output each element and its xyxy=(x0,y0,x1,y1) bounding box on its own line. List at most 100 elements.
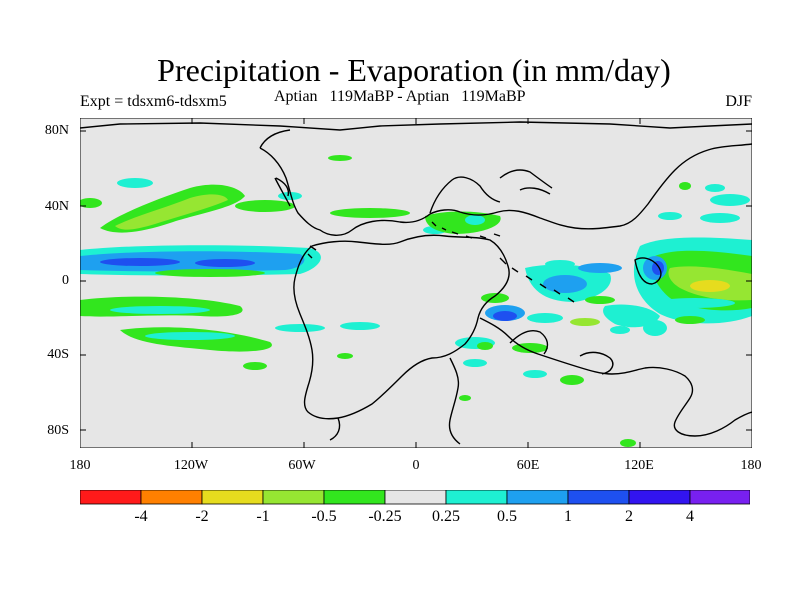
colorbar-label-6: 0.25 xyxy=(432,508,460,525)
colorbar-label-5: -0.25 xyxy=(368,508,402,525)
fill-indian-cyan-2 xyxy=(545,260,575,268)
colorbar-label-4: -0.5 xyxy=(311,508,337,525)
fill-npac-lightgreen xyxy=(115,194,228,230)
fill-sindian-green-3 xyxy=(560,375,584,385)
chart-title: Precipitation - Evaporation (in mm/day) xyxy=(157,52,671,88)
coast-tethys-islands xyxy=(431,221,501,239)
coast-island-east xyxy=(634,257,662,285)
fill-itcz-blue xyxy=(80,251,305,272)
fill-indian-green-1 xyxy=(481,293,509,303)
fill-natl-green xyxy=(330,208,410,218)
fill-npac-cyan-1 xyxy=(117,178,153,188)
fill-ne-green xyxy=(679,182,691,190)
coast-sa-tip xyxy=(329,417,341,441)
fill-indian-blue xyxy=(543,275,587,293)
lon-label-180e: 180 xyxy=(740,458,762,473)
coastlines xyxy=(80,121,752,445)
fill-indian-cyan-7 xyxy=(610,326,630,334)
fill-spac-cyan-3 xyxy=(275,324,325,332)
fill-ne-cyan-4 xyxy=(658,212,682,220)
fill-indian-cyan-5 xyxy=(655,298,735,308)
colorbar-swatch-5 xyxy=(323,490,386,505)
colorbar-swatch-10 xyxy=(628,490,691,505)
colorbar-label-3: -1 xyxy=(256,508,270,525)
fill-sindian-green-1 xyxy=(477,342,493,350)
lat-label-80n: 80N xyxy=(44,123,69,138)
coast-arctic xyxy=(80,121,752,131)
fill-arctic-green xyxy=(328,155,352,161)
lon-label-0: 0 xyxy=(412,458,420,473)
coast-island-arc-1 xyxy=(499,257,575,303)
lon-label-120w: 120W xyxy=(173,458,209,473)
lat-label-80s: 80S xyxy=(47,423,69,438)
colorbar-swatch-4 xyxy=(262,490,325,505)
colorbar-label-9: 2 xyxy=(625,508,633,525)
lat-label-0: 0 xyxy=(62,273,69,288)
coast-laurasia-south xyxy=(259,143,752,236)
fill-indian-blue-2 xyxy=(578,263,622,273)
fill-indian-darkblue xyxy=(493,311,517,321)
colorbar-swatch-3 xyxy=(201,490,264,505)
coast-antarctica-west xyxy=(448,357,461,445)
coast-india xyxy=(579,351,614,375)
fill-eastpac-yellow xyxy=(690,280,730,292)
coast-na-west xyxy=(274,177,291,207)
fill-indian-lightgreen xyxy=(570,318,600,326)
lat-label-40n: 40N xyxy=(44,199,69,214)
fill-indian-cyan-3 xyxy=(527,313,563,323)
fill-indian-green-3 xyxy=(675,316,705,324)
colorbar-swatch-2 xyxy=(140,490,203,505)
colorbar xyxy=(80,490,750,505)
coast-madagascar xyxy=(509,329,549,355)
fill-ne-cyan-1 xyxy=(705,184,725,192)
fill-itcz-darkblue-1 xyxy=(100,258,180,266)
colorbar-swatch-9 xyxy=(567,490,630,505)
fill-itcz-green xyxy=(155,269,265,277)
experiment-label: Expt = tdsxm6-tdsxm5 xyxy=(80,93,227,110)
fill-npac-green-3 xyxy=(235,200,295,212)
colorbar-label-1: -4 xyxy=(134,508,148,525)
coast-asia-1 xyxy=(499,169,553,189)
fill-southern-green xyxy=(459,395,471,401)
colorbar-label-7: 0.5 xyxy=(497,508,517,525)
fill-ne-cyan-3 xyxy=(700,213,740,223)
fill-itcz-darkblue-2 xyxy=(195,259,255,267)
fill-sindian-cyan-3 xyxy=(463,359,487,367)
fill-spac-cyan-1 xyxy=(110,306,210,314)
coast-small-islands xyxy=(307,245,317,259)
fill-indian-cyan-4 xyxy=(603,304,660,328)
subtitle-label: Aptian 119MaBP - Aptian 119MaBP xyxy=(274,88,526,105)
coast-nw xyxy=(259,129,291,149)
colorbar-label-10: 4 xyxy=(686,508,694,525)
fill-eastpac-darkblue xyxy=(652,261,664,275)
contour-fills xyxy=(80,155,752,447)
fill-spac-cyan-2 xyxy=(145,332,235,340)
colorbar-swatch-6 xyxy=(384,490,447,505)
fill-antarctic-green xyxy=(620,439,636,447)
coast-europe xyxy=(429,176,501,214)
fill-spac-green-4 xyxy=(337,353,353,359)
coast-east-gondwana xyxy=(479,317,752,437)
fill-tethys-cyan xyxy=(465,215,485,225)
season-label: DJF xyxy=(725,93,752,110)
fill-sindian-cyan-2 xyxy=(523,370,547,378)
fill-indian-green-2 xyxy=(585,296,615,304)
lat-label-40s: 40S xyxy=(47,347,69,362)
coast-asia-2 xyxy=(519,187,551,195)
colorbar-swatch-1 xyxy=(80,490,142,505)
fill-npac-green-1 xyxy=(80,198,102,208)
map-panel xyxy=(80,118,752,448)
colorbar-swatch-11 xyxy=(689,490,750,505)
coast-gondwana-west xyxy=(293,234,510,420)
lon-label-120e: 120E xyxy=(624,458,654,473)
fill-spac-green-3 xyxy=(243,362,267,370)
colorbar-label-2: -2 xyxy=(195,508,209,525)
lon-label-60e: 60E xyxy=(516,458,540,473)
coast-nw-island xyxy=(275,177,290,197)
colorbar-label-8: 1 xyxy=(564,508,572,525)
map-ticks xyxy=(80,118,752,448)
fill-indian-cyan-6 xyxy=(643,320,667,336)
lon-label-60w: 60W xyxy=(288,458,316,473)
colorbar-swatch-7 xyxy=(445,490,508,505)
lon-label-180w: 180 xyxy=(69,458,91,473)
